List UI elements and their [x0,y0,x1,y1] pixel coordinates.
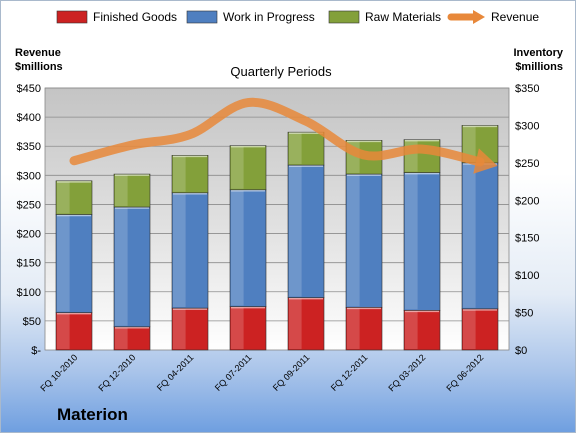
right-tick-label: $200 [515,195,539,207]
bar-highlight [115,175,128,207]
bar-highlight [463,309,476,349]
bar-finished-goods [171,307,209,351]
legend-label-raw-materials: Raw Materials [365,10,441,24]
left-axis-title-line2: $millions [15,61,63,73]
bar-work-in-progress [345,173,383,308]
left-tick-label: $400 [17,112,41,124]
legend-label-revenue: Revenue [491,10,539,24]
category-label: FQ 09-2011 [271,352,312,393]
bar-finished-goods [461,308,499,351]
category-label: FQ 04-2011 [155,352,196,393]
bar-highlight [347,175,360,307]
category-label: FQ 10-2010 [38,352,79,393]
right-tick-label: $150 [515,233,539,245]
right-tick-label: $250 [515,158,539,170]
bar-raw-materials [171,155,209,194]
bar-highlight [463,163,476,308]
company-name: Materion [57,405,128,424]
left-tick-label: $150 [17,258,41,270]
bar-work-in-progress [171,192,209,309]
left-tick-label: $50 [23,316,41,328]
right-axis-title-line2: $millions [515,61,563,73]
bar-raw-materials [113,173,151,208]
right-tick-label: $50 [515,308,533,320]
bar-finished-goods [229,306,267,351]
bar-work-in-progress [287,164,325,298]
bar-work-in-progress [461,162,499,310]
legend-swatch-raw-materials [328,10,360,24]
bar-highlight [115,327,128,349]
bar-highlight [289,298,302,349]
bar-highlight [173,193,186,308]
bar-highlight [347,308,360,349]
legend-swatch-work-in-progress [186,10,218,24]
bar-highlight [115,208,128,326]
category-label: FQ 03-2012 [386,352,427,393]
bar-highlight [57,215,70,312]
left-tick-label: $450 [17,83,41,95]
legend-swatch-finished-goods [56,10,88,24]
right-axis-ticks: $0 $50 $100 $150 $200 $250 $300 $350 [515,83,539,357]
left-axis-title-line1: Revenue [15,47,61,59]
revenue-line-path [69,97,485,167]
bar-work-in-progress [403,172,441,311]
category-label: FQ 12-2011 [329,352,370,393]
legend-label-finished-goods: Finished Goods [93,10,177,24]
right-axis-title-line1: Inventory [513,47,563,59]
bar-highlight [405,173,418,310]
bar-highlight [405,311,418,349]
left-tick-label: $100 [17,287,41,299]
bar-highlight [231,190,244,306]
bar-finished-goods [55,312,93,351]
category-label: FQ 06-2012 [444,352,485,393]
bar-raw-materials [55,180,93,215]
category-label: FQ 07-2011 [213,352,254,393]
chart-subtitle: Quarterly Periods [230,64,332,79]
left-axis-ticks: $- $50 $100 $150 $200 $250 $300 $350 $400 $450 [17,83,42,357]
bar-highlight [173,156,186,192]
revenue-line [69,97,498,174]
legend-arrow-revenue [473,10,485,24]
bar-raw-materials [229,145,267,191]
bar-work-in-progress [229,189,267,307]
bar-series [55,125,499,351]
bar-finished-goods [345,307,383,351]
category-label: FQ 12-2010 [96,352,137,393]
left-tick-label: $200 [17,229,41,241]
bar-highlight [463,126,476,162]
legend: Finished Goods Work in Progress Raw Materi… [56,10,539,24]
bar-highlight [57,313,70,349]
legend-label-work-in-progress: Work in Progress [223,10,315,24]
bar-highlight [173,309,186,349]
bar-work-in-progress [55,214,93,313]
bar-highlight [231,307,244,349]
category-labels: FQ 10-2010 FQ 12-2010 FQ 04-2011 FQ 07-2011… [38,352,485,393]
right-tick-label: $0 [515,345,527,357]
left-tick-label: $300 [17,170,41,182]
bar-finished-goods [287,297,325,351]
bar-highlight [289,166,302,297]
bar-raw-materials [287,131,325,166]
bar-highlight [231,146,244,189]
right-tick-label: $300 [515,120,539,132]
bar-work-in-progress [113,206,151,328]
right-tick-label: $100 [515,270,539,282]
revenue-arrowhead [473,148,498,174]
bar-highlight [57,181,70,214]
left-tick-label: $350 [17,141,41,153]
bar-highlight [289,133,302,165]
right-tick-label: $350 [515,83,539,95]
left-tick-label: $250 [17,199,41,211]
left-tick-label: $- [31,345,41,357]
